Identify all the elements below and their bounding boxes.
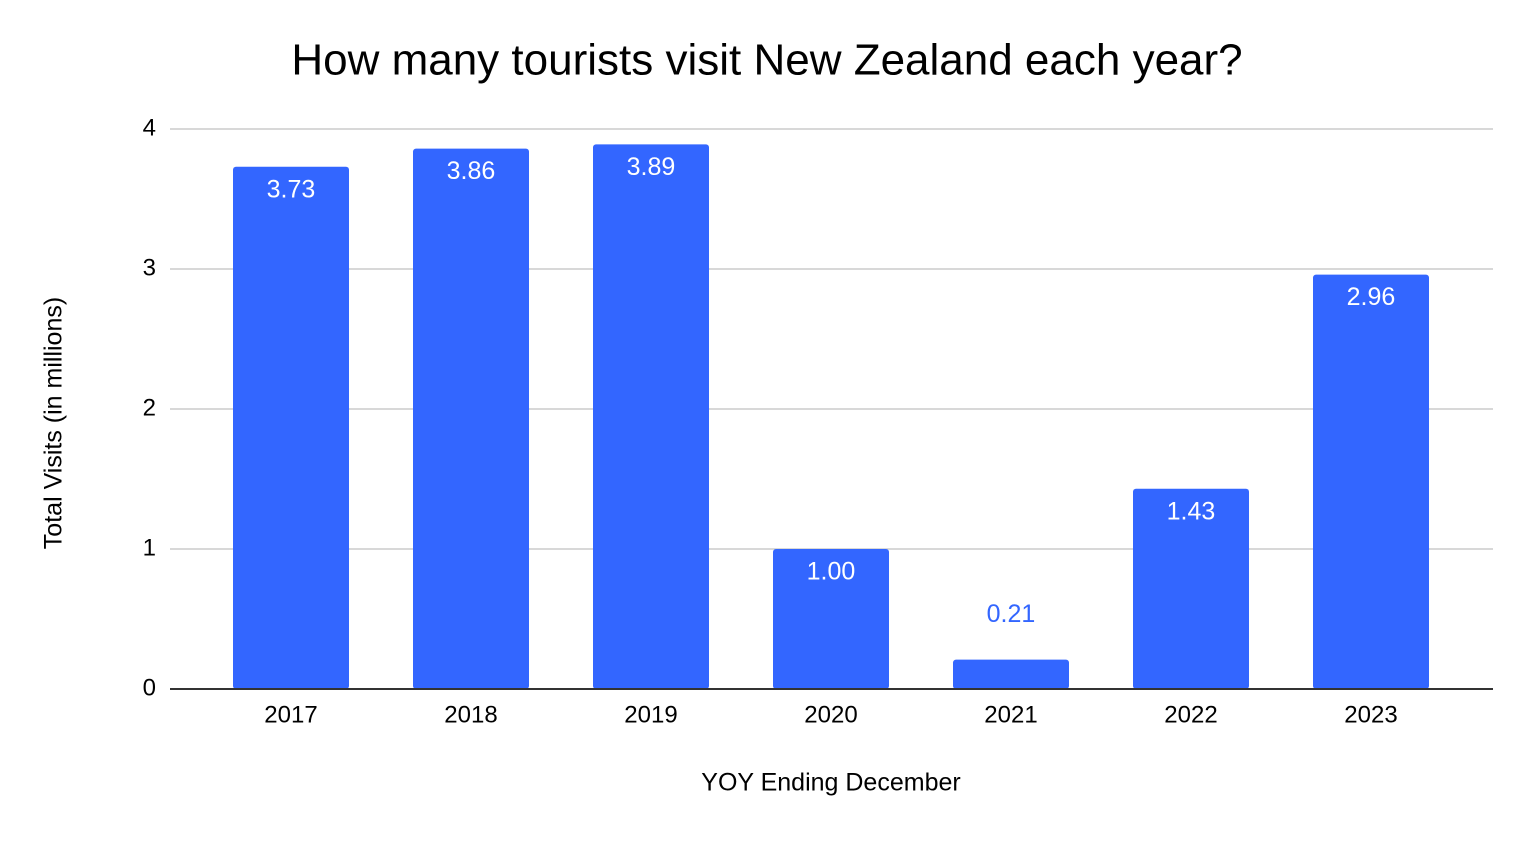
- value-label: 0.21: [987, 600, 1036, 628]
- y-tick-label: 4: [143, 114, 156, 141]
- x-tick-label: 2019: [624, 701, 677, 728]
- bar: [593, 144, 709, 689]
- y-tick-label: 2: [143, 394, 156, 421]
- x-axis-label: YOY Ending December: [701, 769, 960, 797]
- bar: [1133, 488, 1249, 689]
- value-label: 2.96: [1347, 283, 1396, 311]
- x-tick-label: 2017: [264, 701, 317, 728]
- y-tick-label: 3: [143, 254, 156, 281]
- y-axis-label: Total Visits (in millions): [40, 297, 68, 549]
- x-tick-label: 2020: [804, 701, 857, 728]
- value-label: 1.00: [807, 558, 856, 586]
- value-label: 3.73: [267, 175, 316, 203]
- bar: [413, 148, 529, 690]
- chart-title: How many tourists visit New Zealand each…: [291, 36, 1242, 85]
- bar: [233, 166, 349, 690]
- x-tick-label: 2018: [444, 701, 497, 728]
- value-label: 3.86: [447, 157, 496, 185]
- value-label: 1.43: [1167, 497, 1216, 525]
- y-tick-label: 0: [143, 674, 156, 701]
- bar: [773, 549, 889, 689]
- x-tick-label: 2022: [1164, 701, 1217, 728]
- bar: [1313, 274, 1429, 689]
- value-label: 3.89: [627, 153, 676, 181]
- bar: [953, 659, 1069, 689]
- x-tick-label: 2021: [984, 701, 1037, 728]
- y-tick-label: 1: [143, 534, 156, 561]
- x-tick-label: 2023: [1344, 701, 1397, 728]
